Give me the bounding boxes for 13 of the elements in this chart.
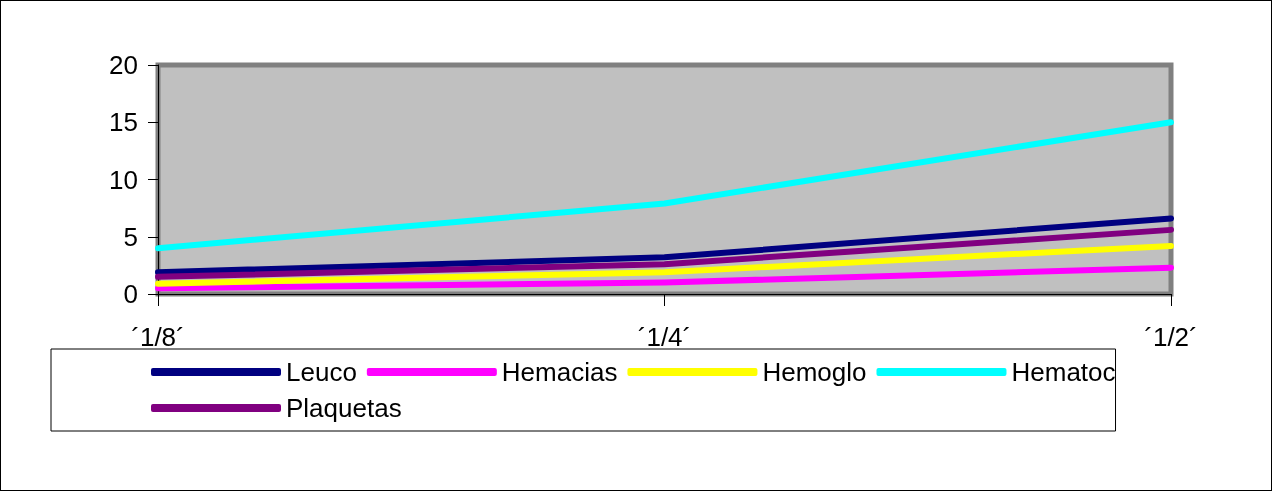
legend-label: Leuco: [286, 357, 357, 387]
legend-label: Hemoglo: [762, 357, 867, 387]
legend-label: Hematoc: [1011, 357, 1116, 387]
y-tick-label: 0: [123, 279, 138, 309]
x-tick-label: ´1/8´: [131, 322, 185, 352]
legend-label: Plaquetas: [286, 393, 402, 423]
y-tick-label: 20: [109, 50, 138, 80]
legend-label: Hemacias: [501, 357, 618, 387]
x-tick-label: ´1/2´: [1144, 322, 1198, 352]
y-tick-label: 5: [123, 221, 138, 252]
y-tick-label: 10: [109, 164, 138, 195]
x-tick-label: ´1/4´: [637, 322, 692, 352]
y-tick-label: 15: [109, 107, 138, 138]
